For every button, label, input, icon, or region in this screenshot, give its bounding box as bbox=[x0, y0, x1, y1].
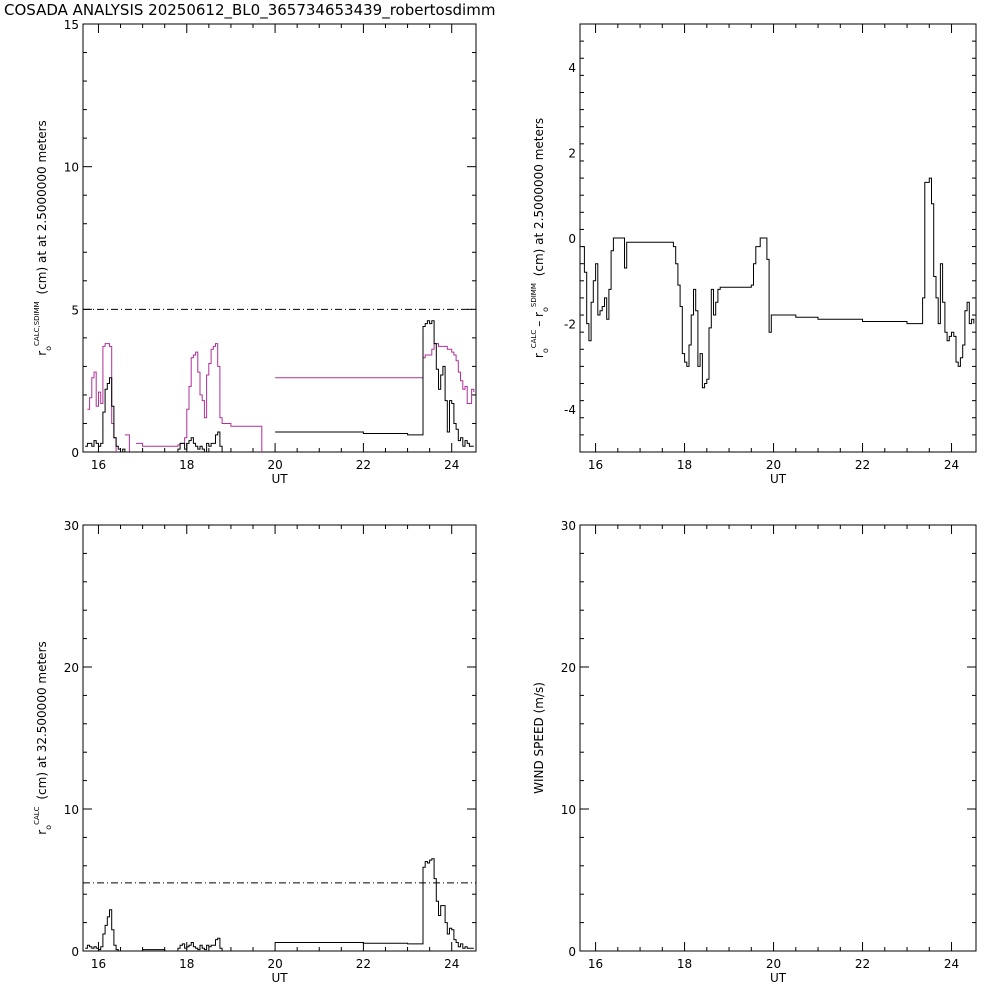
y-tick-label: 20 bbox=[64, 661, 79, 675]
y-tick-label: 10 bbox=[64, 161, 79, 175]
x-tick-label: 22 bbox=[356, 458, 371, 472]
x-tick-label: 18 bbox=[179, 957, 194, 971]
x-tick-label: 20 bbox=[766, 458, 781, 472]
x-axis-label: UT bbox=[770, 971, 787, 985]
series-line-magenta bbox=[87, 343, 475, 452]
y-axis-label: WIND SPEED (m/s) bbox=[532, 682, 546, 794]
x-tick-label: 16 bbox=[588, 458, 603, 472]
x-tick-label: 20 bbox=[267, 957, 282, 971]
y-tick-label: 4 bbox=[568, 61, 576, 75]
chart-r0-calc-sdimm: 16 18 20 22 24 UT 0 5 10 15 roCALC,SDIMM (cm) at a… bbox=[33, 18, 477, 486]
x-tick-label: 22 bbox=[356, 957, 371, 971]
x-tick-label: 20 bbox=[267, 458, 282, 472]
x-tick-label: 22 bbox=[855, 957, 870, 971]
y-tick-label: 20 bbox=[561, 661, 576, 675]
y-tick-label: 2 bbox=[568, 146, 576, 160]
chart-r0-calc-32m: 16 18 20 22 24 UT 0 10 20 30 roCALC (cm) at 32.500… bbox=[33, 519, 477, 985]
x-tick-label: 22 bbox=[855, 458, 870, 472]
x-tick-label: 16 bbox=[91, 458, 106, 472]
y-tick-label: 0 bbox=[568, 945, 576, 959]
x-tick-label: 18 bbox=[179, 458, 194, 472]
x-axis-label: UT bbox=[271, 971, 288, 985]
plot-frame bbox=[82, 23, 477, 453]
y-tick-label: -2 bbox=[564, 318, 576, 332]
y-axis-label: roCALC– roSDIMM (cm) at 2.5000000 meters bbox=[530, 118, 550, 358]
chart-wind-speed: 16 18 20 22 24 UT 0 10 20 30 WIND SPEED (m/s) bbox=[532, 519, 977, 985]
x-tick-label: 18 bbox=[677, 957, 692, 971]
x-tick-label: 24 bbox=[444, 957, 459, 971]
x-axis-label: UT bbox=[271, 472, 288, 486]
figure-title: COSADA ANALYSIS 20250612_BL0_36573465343… bbox=[4, 1, 496, 19]
y-tick-label: 30 bbox=[64, 519, 79, 533]
series-line-black bbox=[85, 320, 474, 453]
y-tick-label: 15 bbox=[64, 18, 79, 32]
x-tick-label: 18 bbox=[677, 458, 692, 472]
series-line-black bbox=[582, 177, 975, 389]
y-tick-label: 0 bbox=[71, 945, 79, 959]
y-tick-label: 10 bbox=[561, 803, 576, 817]
series-line-black bbox=[85, 858, 474, 952]
y-tick-label: 10 bbox=[64, 803, 79, 817]
plot-frame bbox=[579, 524, 977, 952]
x-tick-label: 24 bbox=[944, 458, 959, 472]
y-axis-label: roCALC,SDIMM (cm) at at 2.5000000 meters bbox=[33, 120, 53, 356]
y-tick-label: 30 bbox=[561, 519, 576, 533]
y-axis-label: roCALC (cm) at 32.500000 meters bbox=[33, 641, 53, 835]
x-axis-label: UT bbox=[770, 472, 787, 486]
y-tick-label: 0 bbox=[71, 446, 79, 460]
y-tick-label: 0 bbox=[568, 232, 576, 246]
x-tick-label: 24 bbox=[944, 957, 959, 971]
x-tick-label: 16 bbox=[91, 957, 106, 971]
y-tick-label: -4 bbox=[564, 403, 576, 417]
plot-frame bbox=[82, 524, 477, 952]
y-tick-label: 5 bbox=[71, 303, 79, 317]
x-tick-label: 24 bbox=[444, 458, 459, 472]
x-tick-label: 16 bbox=[588, 957, 603, 971]
plot-frame bbox=[579, 23, 977, 453]
x-tick-label: 20 bbox=[766, 957, 781, 971]
